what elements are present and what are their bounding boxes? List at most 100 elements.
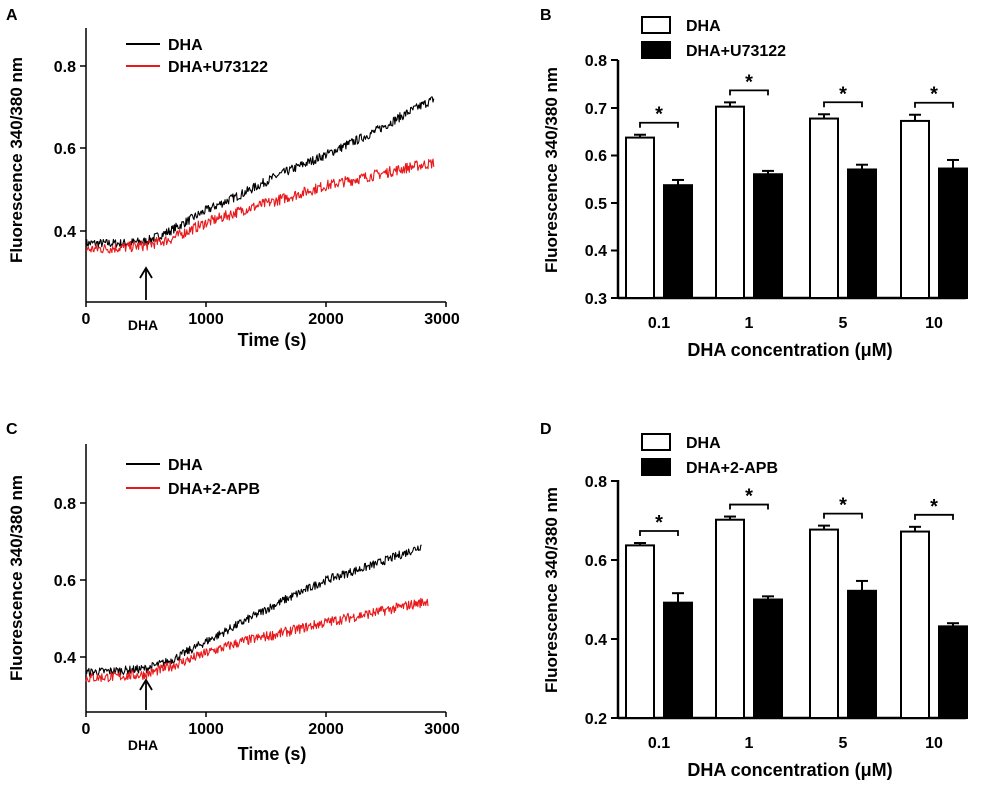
bar-treatment-10 <box>938 625 968 719</box>
plot-area-c <box>85 544 429 683</box>
bar-dha-0.1 <box>625 136 655 299</box>
significance-bracket <box>729 89 769 96</box>
y-ticks-c: 0.4 0.6 0.8 <box>54 496 86 667</box>
legend-label: DHA+U73122 <box>686 43 786 60</box>
y-tick-label: 0.8 <box>585 474 607 491</box>
x-tick-label: 3000 <box>424 311 460 328</box>
legend-label: DHA <box>686 435 721 452</box>
panel-b: B 0.3 0.4 0.5 0.6 0.7 0.8 0.1 1 5 10 DHA… <box>540 7 968 360</box>
legend-label: DHA+2-APB <box>686 460 778 477</box>
significance-bracket <box>639 530 679 537</box>
bar-dha-10 <box>900 530 930 719</box>
x-axis-title-c: Time (s) <box>238 744 307 764</box>
panel-d: D 0.2 0.4 0.6 0.8 0.1 1 5 10 DHA concent… <box>540 421 968 780</box>
x-tick-label: 5 <box>839 315 848 332</box>
x-axis-title-b: DHA concentration (μM) <box>687 340 892 360</box>
bar-treatment-5 <box>847 589 877 719</box>
bar-treatment-0.1 <box>663 184 693 299</box>
significance-star: * <box>930 496 938 518</box>
x-tick-label: 1000 <box>188 311 224 328</box>
x-tick-label: 1 <box>745 735 754 752</box>
trace-dha-2-apb <box>85 597 429 683</box>
significance-star: * <box>655 104 663 126</box>
legend-label: DHA <box>168 457 203 474</box>
significance-bracket <box>914 513 954 520</box>
y-tick-label: 0.5 <box>585 196 607 213</box>
significance-star: * <box>839 495 847 517</box>
y-tick-label: 0.6 <box>54 141 76 158</box>
dha-addition-arrow-a: DHA <box>128 266 158 333</box>
significance-bracket <box>639 121 679 128</box>
arrow-label-a: DHA <box>128 317 158 333</box>
significance-bracket <box>823 101 863 108</box>
y-ticks-b: 0.3 0.4 0.5 0.6 0.7 0.8 <box>585 53 618 308</box>
significance-bracket <box>729 503 769 510</box>
x-axis-title-a: Time (s) <box>238 330 307 350</box>
panel-label-d: D <box>540 421 552 438</box>
significance-star: * <box>930 84 938 106</box>
y-tick-label: 0.7 <box>585 101 607 118</box>
y-tick-label: 0.8 <box>54 59 76 76</box>
bar-dha-10 <box>900 119 930 300</box>
y-tick-label: 0.6 <box>585 553 607 570</box>
panel-label-c: C <box>6 421 18 438</box>
legend-label: DHA <box>686 18 721 35</box>
x-tick-label: 0 <box>82 721 91 738</box>
y-axis-title-c: Fluorescence 340/380 nm <box>7 475 26 681</box>
legend-a: DHA DHA+U73122 <box>126 37 268 76</box>
trace-dha-u73122 <box>85 158 435 254</box>
significance-star: * <box>745 486 753 508</box>
x-ticks-d: 0.1 1 5 10 <box>648 735 943 752</box>
y-axis-title-d: Fluorescence 340/380 nm <box>542 487 561 693</box>
y-tick-label: 0.4 <box>585 632 607 649</box>
legend-d: DHA DHA+2-APB <box>641 433 778 477</box>
legend-c: DHA DHA+2-APB <box>126 457 260 498</box>
y-tick-label: 0.4 <box>54 650 76 667</box>
significance-star: * <box>745 71 753 93</box>
significance-bracket <box>823 512 863 519</box>
legend-label: DHA+U73122 <box>168 59 268 76</box>
y-tick-label: 0.2 <box>585 711 607 728</box>
bar-dha-1 <box>715 518 745 720</box>
plot-area-a <box>85 96 435 254</box>
x-ticks-a: 0 1000 2000 3000 <box>82 302 460 328</box>
legend-label: DHA <box>168 37 203 54</box>
y-tick-label: 0.6 <box>54 573 76 590</box>
x-tick-label: 1000 <box>188 721 224 738</box>
significance-star: * <box>655 512 663 534</box>
legend-label: DHA+2-APB <box>168 481 260 498</box>
dha-addition-arrow-c: DHA <box>128 678 158 753</box>
x-tick-label: 1 <box>745 315 754 332</box>
y-tick-label: 0.8 <box>585 53 607 70</box>
bar-dha-1 <box>715 105 745 300</box>
x-axis-title-d: DHA concentration (μM) <box>687 760 892 780</box>
bar-dha-5 <box>809 528 839 720</box>
arrow-label-c: DHA <box>128 737 158 753</box>
x-tick-label: 5 <box>839 735 848 752</box>
bar-treatment-1 <box>753 173 783 300</box>
x-tick-label: 0.1 <box>648 735 670 752</box>
bar-treatment-1 <box>753 598 783 719</box>
bar-treatment-10 <box>938 167 968 299</box>
x-tick-label: 0 <box>82 311 91 328</box>
y-ticks-a: 0.4 0.6 0.8 <box>54 59 86 241</box>
trace-dha <box>85 544 422 677</box>
y-tick-label: 0.3 <box>585 291 607 308</box>
x-ticks-b: 0.1 1 5 10 <box>648 315 943 332</box>
bar-dha-0.1 <box>625 544 655 720</box>
panel-c: C 0.4 0.6 0.8 0 1000 2000 3000 Time (s) … <box>6 421 460 764</box>
panel-a: A 0.4 0.6 0.8 0 1000 2000 3000 Time (s) … <box>6 7 460 350</box>
y-tick-label: 0.6 <box>585 148 607 165</box>
x-ticks-c: 0 1000 2000 3000 <box>82 712 460 738</box>
bar-dha-5 <box>809 117 839 299</box>
y-tick-label: 0.8 <box>54 496 76 513</box>
x-tick-label: 3000 <box>424 721 460 738</box>
trace-dha <box>85 96 435 248</box>
legend-b: DHA DHA+U73122 <box>641 16 786 60</box>
plot-area-d: * * * * <box>625 486 968 720</box>
panel-label-b: B <box>540 7 552 24</box>
x-tick-label: 10 <box>925 315 943 332</box>
y-tick-label: 0.4 <box>585 243 607 260</box>
x-tick-label: 2000 <box>308 311 344 328</box>
